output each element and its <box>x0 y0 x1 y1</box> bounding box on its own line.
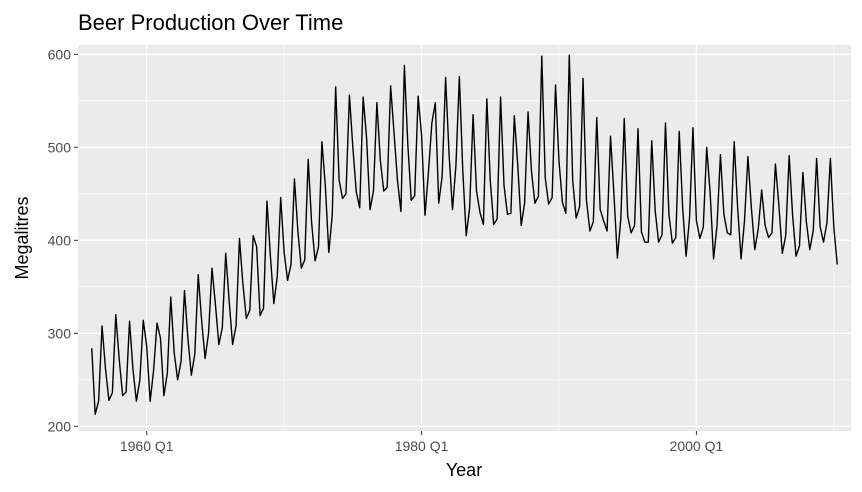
plot-panel <box>78 45 851 431</box>
y-axis: 200 300 400 500 600 <box>48 46 78 434</box>
x-axis: 1960 Q1 1980 Q1 2000 Q1 <box>120 431 724 454</box>
y-tick-label: 300 <box>48 325 72 341</box>
x-tick-label: 1960 Q1 <box>120 438 174 454</box>
x-tick-label: 2000 Q1 <box>670 438 724 454</box>
y-tick-label: 400 <box>48 232 72 248</box>
x-axis-title: Year <box>446 460 482 480</box>
y-tick-label: 500 <box>48 139 72 155</box>
series-line <box>91 54 838 415</box>
y-tick-label: 600 <box>48 46 72 62</box>
major-gridlines <box>78 45 851 431</box>
data-layer <box>91 54 838 415</box>
y-axis-title: Megalitres <box>12 196 32 279</box>
chart-title: Beer Production Over Time <box>78 10 343 35</box>
y-tick-label: 200 <box>48 418 72 434</box>
x-tick-label: 1980 Q1 <box>395 438 449 454</box>
